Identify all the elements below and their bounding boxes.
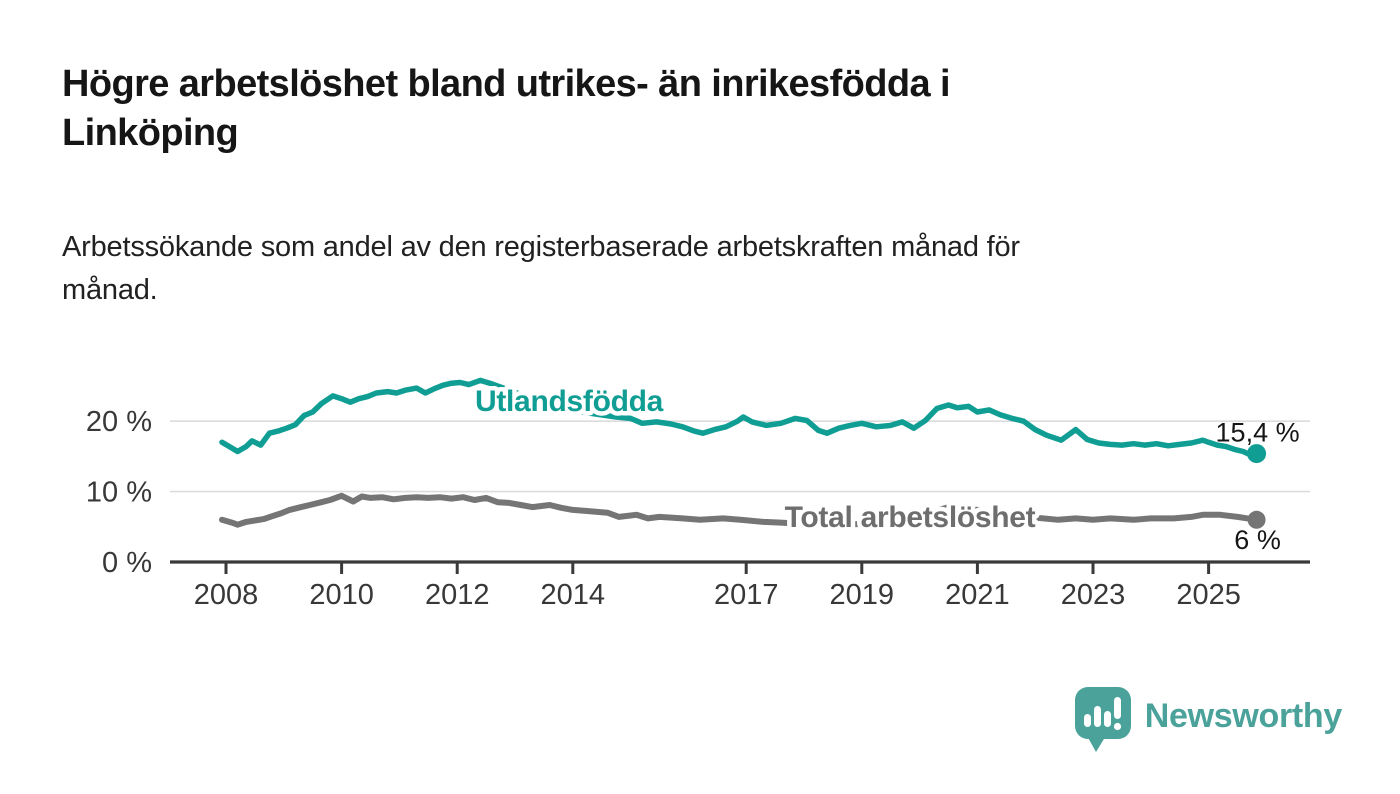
- series-end-dot-total: [1247, 510, 1266, 529]
- x-tick-label-2025: 2025: [1176, 579, 1241, 611]
- x-tick-label-2017: 2017: [714, 579, 779, 611]
- x-tick-label-2023: 2023: [1061, 579, 1126, 611]
- series-end-value-utlandsfodda: 15,4 %: [1216, 418, 1300, 448]
- y-tick-label-0: 0 %: [102, 547, 152, 579]
- chart-subtitle-line-1: Arbetssökande som andel av den registerb…: [62, 231, 1020, 263]
- page-title-line-2: Linköping: [62, 112, 239, 154]
- x-tick-label-2014: 2014: [541, 579, 606, 611]
- y-tick-label-20: 20 %: [86, 406, 152, 438]
- x-tick-label-2012: 2012: [425, 579, 490, 611]
- x-tick-label-2019: 2019: [830, 579, 895, 611]
- series-label-utlandsfodda: Utlandsfödda: [475, 385, 664, 418]
- chart-subtitle: Arbetssökande som andel av den registerb…: [62, 226, 1252, 312]
- x-tick-label-2008: 2008: [194, 579, 259, 611]
- x-tick-label-2021: 2021: [945, 579, 1010, 611]
- x-tick-label-2010: 2010: [309, 579, 374, 611]
- newsworthy-logo-icon: [1074, 687, 1131, 752]
- newsworthy-logo: Newsworthy: [1074, 686, 1342, 754]
- series-end-value-total: 6 %: [1234, 525, 1281, 555]
- series-label-total: Total arbetslöshet: [785, 501, 1036, 534]
- page-title-line-1: Högre arbetslöshet bland utrikes- än inr…: [62, 63, 951, 105]
- page-title: Högre arbetslöshet bland utrikes- än inr…: [62, 60, 1242, 158]
- y-tick-label-10: 10 %: [86, 477, 152, 509]
- chart-subtitle-line-2: månad.: [62, 274, 158, 306]
- series-line-total: [219, 492, 1260, 528]
- newsworthy-logo-text: Newsworthy: [1144, 696, 1343, 735]
- series-line-utlandsfodda: [219, 377, 1260, 458]
- series-end-dot-utlandsfodda: [1247, 444, 1267, 464]
